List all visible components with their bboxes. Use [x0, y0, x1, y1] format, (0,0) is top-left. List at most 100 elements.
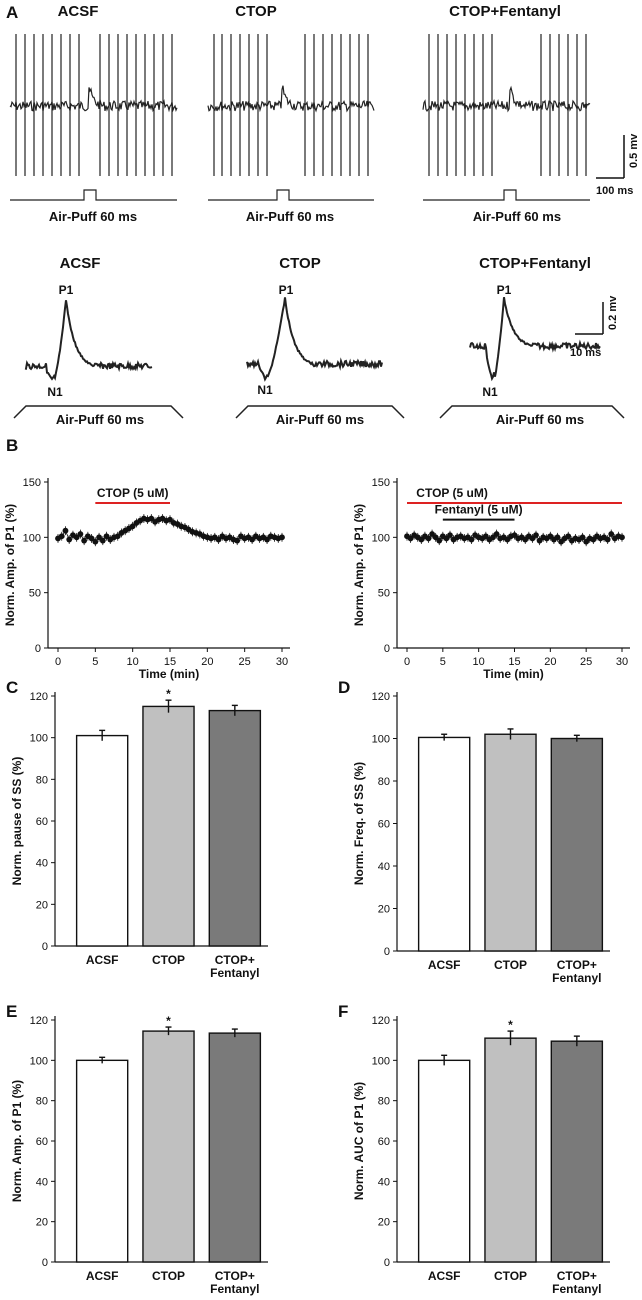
peak-label-ctop: P1	[279, 283, 294, 297]
stimulus-label-ctop-fentanyl: Air-Puff 60 ms	[473, 209, 561, 224]
y-axis-label: Norm. Amp. of P1 (%)	[10, 1080, 24, 1202]
y-tick-label: 0	[384, 946, 390, 958]
raw-trace-noise	[422, 85, 591, 113]
y-tick-label: 120	[30, 1015, 48, 1027]
x-category-label: CTOP+	[557, 958, 597, 972]
stimulus-marker	[10, 189, 177, 201]
bar	[75, 1059, 129, 1263]
stimulus-label-ctop: Air-Puff 60 ms	[246, 209, 334, 224]
averaged-waveform	[469, 297, 601, 382]
y-tick-label: 60	[36, 1136, 48, 1148]
panel-label-a: A	[6, 3, 18, 22]
x-tick-label: 15	[508, 656, 520, 668]
data-point	[92, 538, 99, 545]
y-tick-label: 0	[384, 643, 390, 655]
y-tick-label: 100	[372, 1055, 390, 1067]
x-tick-label: 25	[239, 656, 251, 668]
x-tick-label: 30	[276, 656, 288, 668]
data-point	[579, 534, 586, 541]
data-point	[96, 534, 102, 541]
data-point	[619, 534, 625, 541]
data-point	[73, 534, 80, 541]
y-tick-label: 0	[384, 1257, 390, 1269]
trough-label-ctop: N1	[257, 383, 273, 397]
data-point	[88, 535, 95, 542]
panel-label-e: E	[6, 1002, 17, 1021]
stimulus-marker	[208, 189, 374, 201]
panel-label-d: D	[338, 678, 350, 697]
data-point	[234, 537, 241, 544]
x-category-label: CTOP+	[215, 953, 255, 967]
y-axis-label: Norm. pause of SS (%)	[10, 757, 24, 886]
bar	[75, 734, 129, 947]
data-point	[148, 515, 155, 522]
x-tick-label: 10	[127, 656, 139, 668]
x-tick-label: 20	[544, 656, 556, 668]
data-point	[129, 523, 136, 530]
bar	[484, 733, 537, 952]
y-tick-label: 60	[378, 1136, 390, 1148]
scale-time-top: 100 ms	[596, 185, 633, 197]
data-point	[447, 532, 453, 539]
x-category-label: CTOP	[152, 953, 185, 967]
x-category-label: ACSF	[86, 953, 119, 967]
scale-amp-top: 0.5 mv	[628, 133, 640, 168]
bar	[550, 1040, 604, 1263]
y-tick-label: 80	[378, 1096, 390, 1108]
data-point	[436, 537, 443, 544]
raw-trace-group	[9, 34, 591, 201]
data-point	[103, 533, 110, 540]
y-tick-label: 100	[30, 1055, 48, 1067]
x-tick-label: 25	[580, 656, 592, 668]
chart-b-left: 0 50 100 150 Norm. Amp. of P1 (%) 0 5 10 15 20 25 3…	[3, 477, 290, 681]
bar	[417, 736, 471, 952]
raw-trace-noise	[9, 87, 178, 113]
averaged-waveform	[246, 297, 383, 382]
avg-stimulus-label-ctop: Air-Puff 60 ms	[276, 412, 364, 427]
y-tick-label: 20	[36, 899, 48, 911]
x-category-label: ACSF	[86, 1269, 119, 1283]
y-axis-label: Norm. AUC of P1 (%)	[352, 1082, 366, 1200]
drug-bar-label: CTOP (5 uM)	[416, 486, 488, 500]
y-axis-label: Norm. Amp. of P1 (%)	[352, 504, 366, 626]
averaged-waveform	[24, 300, 153, 381]
x-tick-label: 10	[473, 656, 485, 668]
data-point	[77, 531, 84, 537]
drug-bar-label: Fentanyl (5 uM)	[435, 503, 523, 517]
y-tick-label: 60	[378, 819, 390, 831]
stimulus-marker	[235, 405, 405, 419]
x-axis-label: Time (min)	[483, 667, 543, 681]
panel-label-b: B	[6, 436, 18, 455]
x-category-label: CTOP+	[557, 1269, 597, 1283]
y-tick-label: 100	[372, 734, 390, 746]
bar	[208, 709, 262, 947]
peak-label-ctop-fentanyl: P1	[497, 283, 512, 297]
data-point	[425, 535, 432, 542]
avg-stimulus-label-ctop-fentanyl: Air-Puff 60 ms	[496, 412, 584, 427]
trace-title-acsf: ACSF	[58, 3, 99, 20]
x-tick-label: 20	[201, 656, 213, 668]
data-point	[468, 536, 475, 543]
scale-amp-bottom: 0.2 mv	[607, 295, 619, 330]
x-category-label: Fentanyl	[210, 1282, 259, 1296]
data-point	[66, 536, 73, 543]
panel-label-c: C	[6, 678, 18, 697]
y-tick-label: 20	[36, 1217, 48, 1229]
y-tick-label: 100	[23, 532, 41, 544]
panel-label-f: F	[338, 1002, 348, 1021]
stimulus-marker	[439, 405, 625, 419]
x-tick-label: 5	[440, 656, 446, 668]
chart-c: 0 20 40 60 80 100 120 Norm. pause of SS (%) ACSF…	[10, 687, 268, 980]
x-tick-label: 0	[404, 656, 410, 668]
y-tick-label: 0	[42, 941, 48, 953]
avg-trace-group	[13, 297, 625, 419]
y-tick-label: 150	[372, 477, 390, 489]
data-point	[533, 532, 539, 539]
x-category-label: ACSF	[428, 958, 461, 972]
x-axis-label: Time (min)	[139, 667, 199, 681]
y-tick-label: 100	[372, 532, 390, 544]
x-tick-label: 15	[164, 656, 176, 668]
trace-title-ctop-fentanyl: CTOP+Fentanyl	[449, 3, 561, 20]
x-category-label: Fentanyl	[552, 1282, 601, 1296]
data-point	[58, 533, 65, 540]
